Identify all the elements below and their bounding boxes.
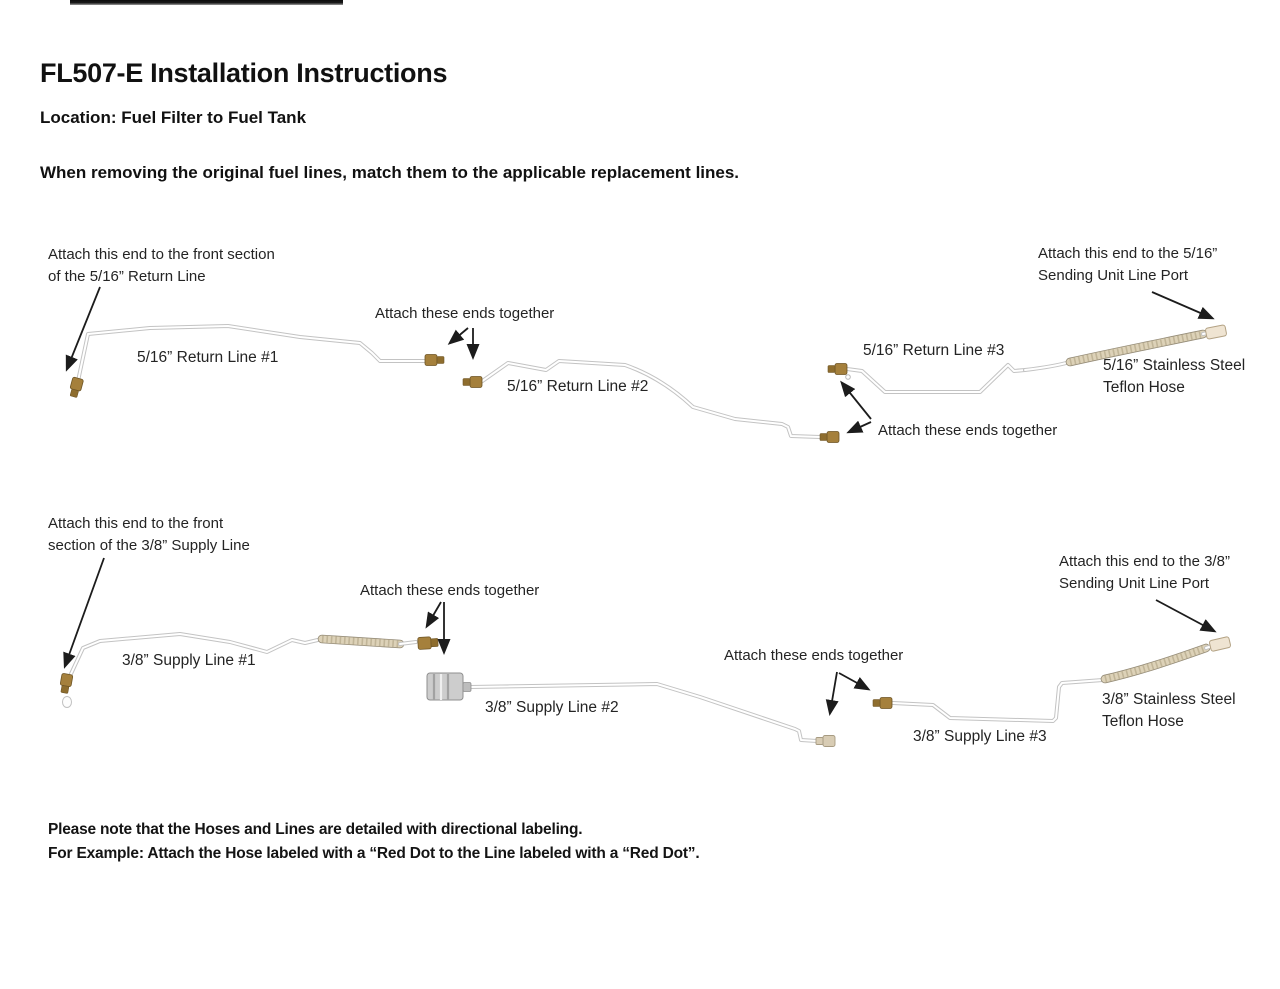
- arrow-attach-ends-2b: [846, 420, 872, 434]
- return-line-2-front-fitting: [462, 376, 483, 388]
- arrow-sending-unit-516: [1151, 291, 1215, 320]
- arrow-sending-unit-38: [1155, 599, 1217, 633]
- return-line-3-tube: [845, 363, 1027, 394]
- label-return-line-2: 5/16” Return Line #2: [507, 378, 649, 395]
- arrow-attach-ends-1a: [447, 327, 469, 345]
- return-line-1-front-fitting: [69, 376, 84, 398]
- arrow-attach-ends-4a: [825, 671, 839, 716]
- arrow-attach-ends-2a: [840, 380, 872, 420]
- intro-line: When removing the original fuel lines, m…: [40, 163, 740, 182]
- note-attach-front-supply: Attach this end to the front section of …: [48, 515, 250, 554]
- supply-line-2-end-fitting: [815, 735, 836, 747]
- note-attach-front-return: Attach this end to the front section of …: [48, 246, 275, 285]
- supply-teflon-hose: [1100, 643, 1217, 684]
- label-teflon-hose-38: 3/8” Stainless Steel Teflon Hose: [1102, 691, 1236, 730]
- note-attach-ends-return-23: Attach these ends together: [878, 422, 1058, 439]
- page-title: FL507-E Installation Instructions: [40, 58, 448, 88]
- supply-line-2-quick-connect: [426, 672, 472, 701]
- label-supply-line-1: 3/8” Supply Line #1: [122, 652, 256, 669]
- note-sending-unit-516: Attach this end to the 5/16” Sending Uni…: [1038, 245, 1218, 284]
- return-hose-end-fitting: [1205, 324, 1227, 340]
- supply-line-1-front-fitting: [59, 673, 74, 694]
- return-line-2-tube: [479, 359, 822, 439]
- supply-line-3-front-fitting: [872, 697, 893, 709]
- note-attach-ends-return-12: Attach these ends together: [375, 305, 555, 322]
- arrow-front-return: [65, 286, 101, 372]
- supply-line-1-end-fitting: [417, 636, 439, 650]
- return-line-1-tube: [76, 324, 428, 383]
- return-line-3-front-fitting: [827, 363, 848, 375]
- return-line-1-end-fitting: [424, 354, 445, 366]
- label-return-line-3: 5/16” Return Line #3: [863, 342, 1005, 359]
- supply-line-1-cap: [62, 696, 72, 708]
- note-attach-ends-supply-12: Attach these ends together: [360, 582, 540, 599]
- footnote-line-1: Please note that the Hoses and Lines are…: [48, 821, 583, 838]
- note-attach-ends-supply-23: Attach these ends together: [724, 647, 904, 664]
- return-teflon-hose: [1023, 329, 1214, 372]
- label-supply-line-2: 3/8” Supply Line #2: [485, 699, 619, 716]
- arrow-attach-ends-3a: [425, 601, 442, 629]
- return-line-2-end-fitting: [819, 431, 840, 443]
- label-teflon-hose-516: 5/16” Stainless Steel Teflon Hose: [1103, 357, 1246, 396]
- washer-ring: [845, 374, 851, 380]
- supply-hose-end-fitting: [1209, 636, 1231, 652]
- header-bar: [70, 0, 343, 5]
- supply-line-3-tube: [891, 678, 1105, 723]
- supply-line-1-tube: [68, 632, 418, 678]
- arrow-front-supply: [63, 557, 105, 669]
- directional-labeling-note: Please note that the Hoses and Lines are…: [48, 818, 700, 866]
- footnote-line-2: For Example: Attach the Hose labeled wit…: [48, 845, 700, 862]
- note-sending-unit-38: Attach this end to the 3/8” Sending Unit…: [1059, 553, 1230, 592]
- label-supply-line-3: 3/8” Supply Line #3: [913, 728, 1047, 745]
- label-return-line-1: 5/16” Return Line #1: [137, 349, 279, 366]
- location-line: Location: Fuel Filter to Fuel Tank: [40, 108, 307, 127]
- arrow-attach-ends-4b: [838, 672, 871, 691]
- supply-line-2-tube: [468, 682, 819, 743]
